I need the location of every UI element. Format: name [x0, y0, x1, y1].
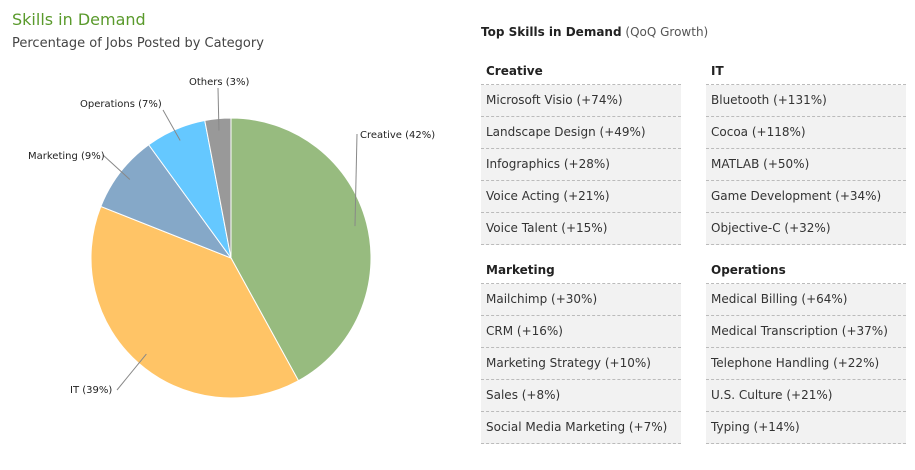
skill-row: Microsoft Visio (+74%): [481, 85, 681, 117]
skill-row: Medical Billing (+64%): [706, 284, 906, 316]
panel-title-suffix: (QoQ Growth): [625, 25, 709, 39]
category-header: Operations: [706, 257, 906, 284]
category-header: Creative: [481, 58, 681, 85]
skill-row: Voice Acting (+21%): [481, 181, 681, 213]
skill-row: Game Development (+34%): [706, 181, 906, 213]
skill-row: Cocoa (+118%): [706, 117, 906, 149]
skill-row: Telephone Handling (+22%): [706, 348, 906, 380]
skill-row: Voice Talent (+15%): [481, 213, 681, 245]
skill-row: Bluetooth (+131%): [706, 85, 906, 117]
slice-label-creative: Creative (42%): [360, 130, 435, 141]
slice-label-operations: Operations (7%): [80, 99, 162, 110]
panel-title-main: Top Skills in Demand: [481, 25, 622, 39]
skill-row: Sales (+8%): [481, 380, 681, 412]
category-block-operations: Operations Medical Billing (+64%) Medica…: [706, 257, 906, 444]
pie-chart: Creative (42%) IT (39%) Marketing (9%) Oper…: [28, 77, 435, 399]
skills-column-left: Creative Microsoft Visio (+74%) Landscap…: [481, 58, 681, 456]
pie-slice-marketing[interactable]: [100, 144, 233, 260]
skill-row: Mailchimp (+30%): [481, 284, 681, 316]
chart-title: Skills in Demand: [12, 10, 146, 29]
pie-slice-creative[interactable]: [230, 117, 372, 382]
skill-row: Infographics (+28%): [481, 149, 681, 181]
slice-label-it: IT (39%): [70, 385, 112, 396]
skill-row: U.S. Culture (+21%): [706, 380, 906, 412]
category-header: Marketing: [481, 257, 681, 284]
skill-row: Social Media Marketing (+7%): [481, 412, 681, 444]
skill-row: Landscape Design (+49%): [481, 117, 681, 149]
category-block-creative: Creative Microsoft Visio (+74%) Landscap…: [481, 58, 681, 245]
leader-line-marketing: [102, 154, 131, 180]
leader-line-creative: [354, 133, 358, 227]
pie-slice-others[interactable]: [204, 117, 232, 259]
skill-row: CRM (+16%): [481, 316, 681, 348]
panel-title: Top Skills in Demand (QoQ Growth): [481, 25, 708, 39]
skill-row: Typing (+14%): [706, 412, 906, 444]
skills-grid: Creative Microsoft Visio (+74%) Landscap…: [481, 58, 906, 456]
leader-line-operations: [162, 109, 181, 141]
skill-row: Objective-C (+32%): [706, 213, 906, 245]
skill-row: MATLAB (+50%): [706, 149, 906, 181]
skill-row: Medical Transcription (+37%): [706, 316, 906, 348]
category-block-it: IT Bluetooth (+131%) Cocoa (+118%) MATLA…: [706, 58, 906, 245]
chart-subtitle: Percentage of Jobs Posted by Category: [12, 36, 264, 51]
category-block-marketing: Marketing Mailchimp (+30%) CRM (+16%) Ma…: [481, 257, 681, 444]
slice-label-others: Others (3%): [189, 77, 250, 88]
leader-line-it: [116, 353, 147, 391]
leader-line-others: [217, 87, 220, 131]
skill-row: Marketing Strategy (+10%): [481, 348, 681, 380]
slice-label-marketing: Marketing (9%): [28, 151, 105, 162]
category-header: IT: [706, 58, 906, 85]
skills-column-right: IT Bluetooth (+131%) Cocoa (+118%) MATLA…: [706, 58, 906, 456]
